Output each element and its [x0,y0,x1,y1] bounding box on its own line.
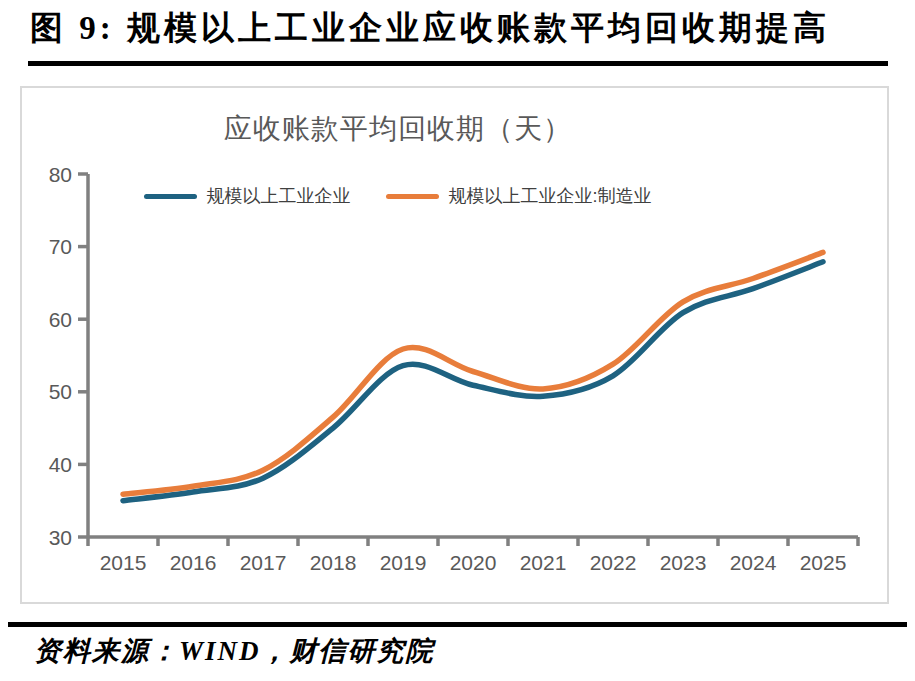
svg-text:50: 50 [49,380,72,403]
svg-text:2019: 2019 [380,551,427,574]
page: 图 9: 规模以上工业企业应收账款平均回收期提高 应收账款平均回收期（天） 规模… [0,0,915,681]
svg-text:2024: 2024 [730,551,777,574]
y-axis-labels: 30 40 50 60 70 80 [49,163,72,549]
svg-text:30: 30 [49,526,72,549]
svg-text:2022: 2022 [590,551,637,574]
source-note: 资料来源：WIND，财信研究院 [34,633,435,669]
chart-card: 应收账款平均回收期（天） 规模以上工业企业 规模以上工业企业:制造业 30405… [20,86,889,604]
series-line-1 [123,252,823,494]
svg-text:80: 80 [49,163,72,186]
svg-text:2025: 2025 [800,551,847,574]
svg-text:2017: 2017 [240,551,287,574]
x-axis-labels: 2015 2016 2017 2018 2019 2020 2021 2022 2023 2024… [100,551,847,574]
svg-text:2018: 2018 [310,551,357,574]
svg-text:40: 40 [49,453,72,476]
footer-divider [8,622,907,627]
svg-text:60: 60 [49,308,72,331]
svg-text:70: 70 [49,235,72,258]
series-line-0 [123,262,823,501]
figure-title: 图 9: 规模以上工业企业应收账款平均回收期提高 [30,6,830,51]
svg-text:2023: 2023 [660,551,707,574]
line-chart-plot: 30 40 50 60 70 80 2015 2016 2017 2018 2019 2020 2021… [22,88,887,602]
svg-text:2015: 2015 [100,551,147,574]
svg-text:2020: 2020 [450,551,497,574]
svg-text:2016: 2016 [170,551,217,574]
title-divider [28,61,888,66]
svg-text:2021: 2021 [520,551,567,574]
